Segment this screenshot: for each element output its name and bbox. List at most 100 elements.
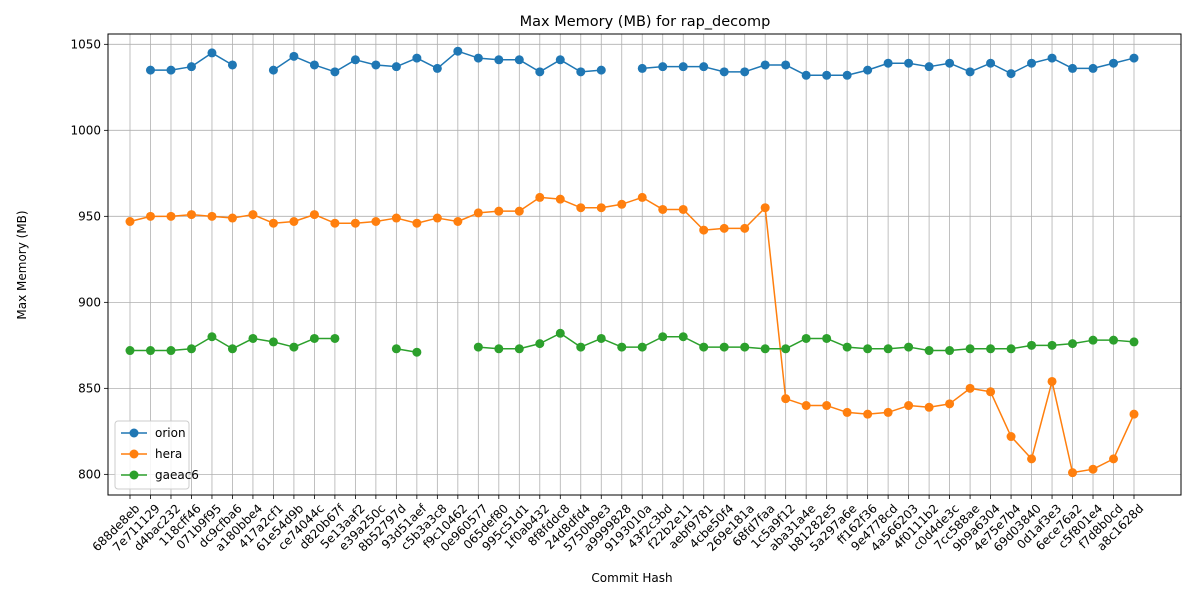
data-point-orion: [699, 62, 709, 72]
data-point-gaeac6: [637, 342, 647, 352]
data-point-hera: [719, 223, 729, 233]
data-point-hera: [658, 204, 668, 214]
data-point-gaeac6: [289, 342, 299, 352]
data-point-gaeac6: [555, 328, 565, 338]
data-point-hera: [145, 211, 155, 221]
data-point-gaeac6: [391, 344, 401, 354]
series-gaeac6: [125, 328, 1139, 357]
data-point-hera: [617, 199, 627, 209]
data-point-hera: [350, 218, 360, 228]
y-axis: 800 850 900 950 1000 1050: [70, 37, 108, 481]
data-point-gaeac6: [658, 332, 668, 342]
y-axis-title: Max Memory (MB): [15, 210, 29, 319]
data-point-gaeac6: [740, 342, 750, 352]
data-point-orion: [576, 67, 586, 77]
data-point-gaeac6: [1088, 335, 1098, 345]
data-point-orion: [719, 67, 729, 77]
data-point-hera: [555, 194, 565, 204]
plot-area: [125, 46, 1139, 478]
data-point-gaeac6: [883, 344, 893, 354]
y-tick-label: 1000: [70, 123, 101, 137]
data-point-hera: [248, 210, 258, 220]
data-point-gaeac6: [1047, 340, 1057, 350]
data-point-orion: [514, 55, 524, 65]
data-point-gaeac6: [248, 333, 258, 343]
data-point-hera: [207, 211, 217, 221]
data-point-orion: [801, 70, 811, 80]
data-point-orion: [535, 67, 545, 77]
data-point-hera: [678, 204, 688, 214]
data-point-orion: [412, 53, 422, 63]
data-point-gaeac6: [125, 346, 135, 356]
data-point-hera: [842, 407, 852, 417]
data-point-hera: [986, 387, 996, 397]
data-point-gaeac6: [535, 339, 545, 349]
data-point-hera: [924, 402, 934, 412]
chart-title: Max Memory (MB) for rap_decomp: [520, 14, 771, 30]
data-point-orion: [1068, 63, 1078, 73]
data-point-orion: [227, 60, 237, 70]
data-point-orion: [555, 55, 565, 65]
data-point-gaeac6: [945, 346, 955, 356]
legend-marker-gaeac6: [129, 470, 139, 480]
data-point-hera: [596, 203, 606, 213]
data-point-orion: [904, 58, 914, 68]
data-point-orion: [760, 60, 770, 70]
data-point-hera: [494, 206, 504, 216]
data-point-hera: [637, 192, 647, 202]
data-point-hera: [391, 213, 401, 223]
data-point-orion: [1027, 58, 1037, 68]
data-point-hera: [740, 223, 750, 233]
legend: orion hera gaeac6: [114, 420, 199, 490]
data-point-hera: [166, 211, 176, 221]
data-point-gaeac6: [842, 342, 852, 352]
y-tick-label: 950: [78, 209, 101, 223]
data-point-gaeac6: [986, 344, 996, 354]
y-tick-label: 850: [78, 381, 101, 395]
legend-marker-hera: [129, 449, 139, 459]
data-point-orion: [391, 62, 401, 72]
data-point-hera: [227, 213, 237, 223]
grid: [108, 34, 1181, 495]
data-point-orion: [166, 65, 176, 75]
data-point-gaeac6: [596, 333, 606, 343]
data-point-gaeac6: [1068, 339, 1078, 349]
data-point-orion: [781, 60, 791, 70]
data-point-hera: [801, 401, 811, 411]
data-point-orion: [883, 58, 893, 68]
data-point-orion: [924, 62, 934, 72]
data-point-orion: [289, 51, 299, 61]
data-point-hera: [1068, 468, 1078, 478]
data-point-orion: [432, 63, 442, 73]
y-tick-label: 1050: [70, 37, 101, 51]
plot-frame: [107, 33, 1182, 496]
data-point-hera: [453, 216, 463, 226]
data-point-gaeac6: [924, 346, 934, 356]
data-point-hera: [1088, 464, 1098, 474]
data-point-hera: [965, 383, 975, 393]
data-point-orion: [350, 55, 360, 65]
legend-label-orion: orion: [155, 426, 186, 440]
legend-marker-orion: [129, 428, 139, 438]
data-point-gaeac6: [699, 342, 709, 352]
data-point-orion: [330, 67, 340, 77]
y-tick-label: 800: [78, 467, 101, 481]
data-point-hera: [309, 210, 319, 220]
data-point-orion: [637, 63, 647, 73]
data-point-gaeac6: [412, 347, 422, 357]
data-point-hera: [863, 409, 873, 419]
data-point-gaeac6: [760, 344, 770, 354]
data-point-hera: [412, 218, 422, 228]
data-point-orion: [473, 53, 483, 63]
y-tick-label: 900: [78, 295, 101, 309]
data-point-gaeac6: [473, 342, 483, 352]
legend-label-hera: hera: [155, 447, 182, 461]
data-point-hera: [186, 210, 196, 220]
data-point-orion: [371, 60, 381, 70]
data-point-hera: [781, 394, 791, 404]
data-point-gaeac6: [617, 342, 627, 352]
data-point-hera: [699, 225, 709, 235]
data-point-hera: [535, 192, 545, 202]
data-point-hera: [1109, 454, 1119, 464]
